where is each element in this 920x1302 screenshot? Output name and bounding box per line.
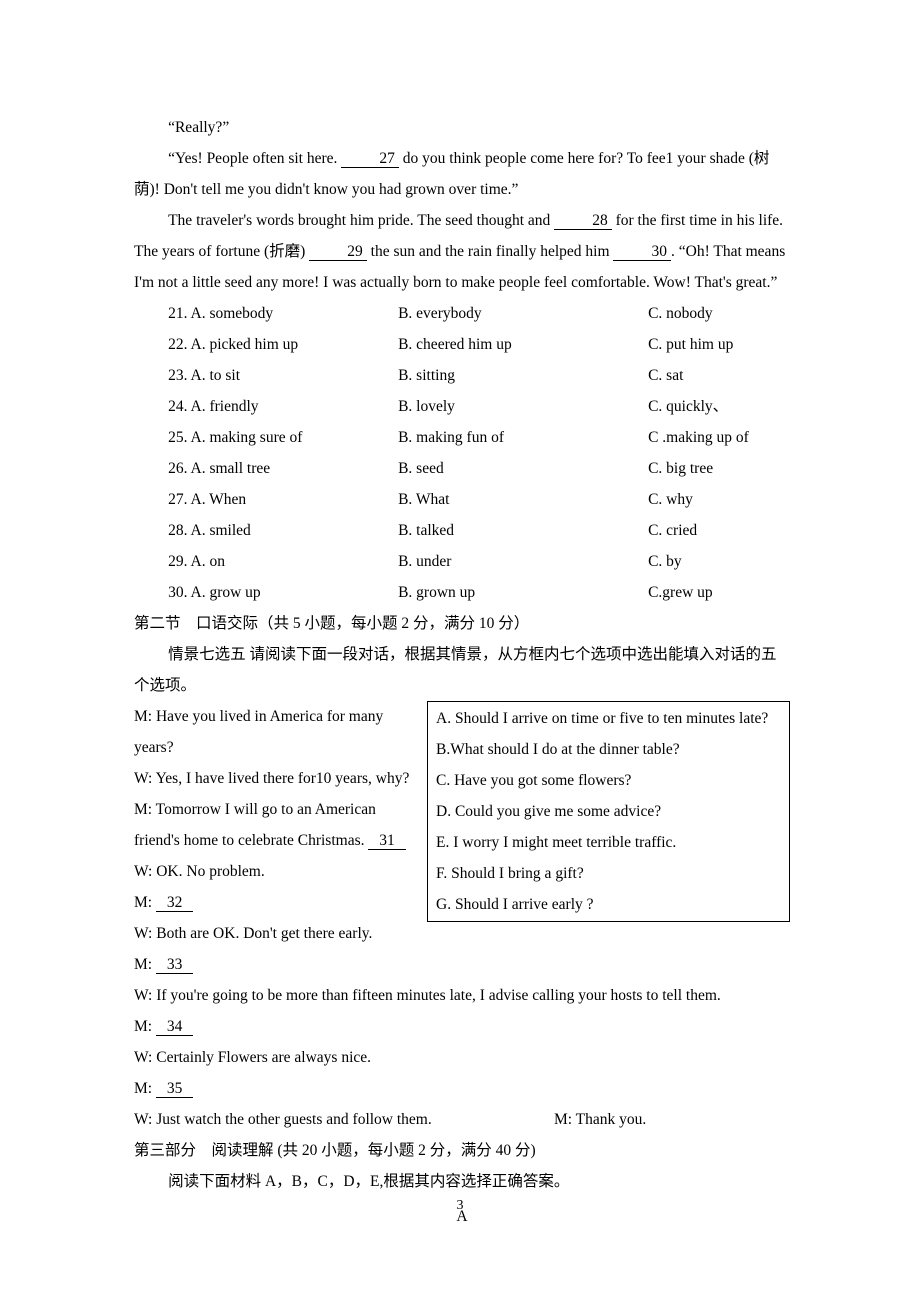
choice-b: B. everybody [398, 298, 648, 329]
option-e: E. I worry I might meet terrible traffic… [436, 827, 783, 858]
choice-c: C. nobody [648, 298, 790, 329]
option-d: D. Could you give me some advice? [436, 796, 783, 827]
option-box: A. Should I arrive on time or five to te… [427, 701, 790, 922]
choice-b: B. talked [398, 515, 648, 546]
choice-c: C. by [648, 546, 790, 577]
text: “Yes! People often sit here. [168, 150, 341, 167]
dialog-line: M: Have you lived in America for many ye… [134, 701, 415, 763]
choice-row: 28. A. smiledB. talkedC. cried [168, 515, 790, 546]
blank-35: 35 [156, 1080, 193, 1098]
passage-p3: The traveler's words brought him pride. … [134, 205, 790, 298]
dialog-line: W: If you're going to be more than fifte… [134, 980, 790, 1011]
blank-32: 32 [156, 894, 193, 912]
choice-row: 25. A. making sure ofB. making fun ofC .… [168, 422, 790, 453]
option-b: B.What should I do at the dinner table? [436, 734, 783, 765]
blank-30: 30 [613, 243, 671, 261]
dialog-line: W: Certainly Flowers are always nice. [134, 1042, 790, 1073]
choice-a: 29. A. on [168, 546, 398, 577]
choice-a: 28. A. smiled [168, 515, 398, 546]
text: the sun and the rain finally helped him [367, 243, 614, 260]
choice-b: B. under [398, 546, 648, 577]
choice-c: C.grew up [648, 577, 790, 608]
choice-a: 22. A. picked him up [168, 329, 398, 360]
dialog-left: M: Have you lived in America for many ye… [134, 701, 421, 980]
choice-row: 21. A. somebodyB. everybodyC. nobody [168, 298, 790, 329]
choice-row: 30. A. grow upB. grown upC.grew up [168, 577, 790, 608]
option-a: A. Should I arrive on time or five to te… [436, 703, 783, 734]
blank-29: 29 [309, 243, 367, 261]
choice-a: 21. A. somebody [168, 298, 398, 329]
choice-c: C. why [648, 484, 790, 515]
dialog-line: W: Just watch the other guests and follo… [134, 1104, 790, 1135]
choice-b: B. cheered him up [398, 329, 648, 360]
choice-c: C. quickly、 [648, 391, 790, 422]
choice-a: 27. A. When [168, 484, 398, 515]
choice-b: B. grown up [398, 577, 648, 608]
blank-27: 27 [341, 150, 399, 168]
blank-28: 28 [554, 212, 612, 230]
option-g: G. Should I arrive early ? [436, 889, 783, 920]
choice-b: B. sitting [398, 360, 648, 391]
choice-grid: 21. A. somebodyB. everybodyC. nobody 22.… [168, 298, 790, 608]
choice-b: B. making fun of [398, 422, 648, 453]
choice-a: 25. A. making sure of [168, 422, 398, 453]
choice-c: C. sat [648, 360, 790, 391]
option-c: C. Have you got some flowers? [436, 765, 783, 796]
choice-row: 29. A. onB. underC. by [168, 546, 790, 577]
choice-row: 23. A. to sitB. sittingC. sat [168, 360, 790, 391]
section2-title: 第二节 口语交际（共 5 小题，每小题 2 分，满分 10 分） [134, 608, 790, 639]
dialog-wrap: M: Have you lived in America for many ye… [134, 701, 790, 980]
page-container: “Really?” “Yes! People often sit here. 2… [0, 0, 920, 1232]
passage-p2: “Yes! People often sit here. 27 do you t… [134, 143, 790, 205]
dialog-line: W: Yes, I have lived there for10 years, … [134, 763, 415, 794]
passage-p1: “Really?” [134, 112, 790, 143]
text: The traveler's words brought him pride. … [168, 212, 554, 229]
dialog-line: M: 34 [134, 1011, 790, 1042]
choice-b: B. lovely [398, 391, 648, 422]
choice-a: 26. A. small tree [168, 453, 398, 484]
dialog-line: W: OK. No problem. [134, 856, 415, 887]
choice-b: B. seed [398, 453, 648, 484]
dialog-line: W: Both are OK. Don't get there early. [134, 918, 415, 949]
dialog-line: M: Tomorrow I will go to an American fri… [134, 794, 415, 856]
dialog-line: M: 32 [134, 887, 415, 918]
choice-row: 24. A. friendlyB. lovelyC. quickly、 [168, 391, 790, 422]
blank-33: 33 [156, 956, 193, 974]
choice-b: B. What [398, 484, 648, 515]
choice-c: C. cried [648, 515, 790, 546]
choice-c: C. big tree [648, 453, 790, 484]
blank-34: 34 [156, 1018, 193, 1036]
page-number: 3 [0, 1192, 920, 1220]
section3-title: 第三部分 阅读理解 (共 20 小题，每小题 2 分，满分 40 分) [134, 1135, 790, 1166]
choice-row: 27. A. WhenB. WhatC. why [168, 484, 790, 515]
blank-31: 31 [368, 832, 405, 850]
dialog-line: M: 33 [134, 949, 415, 980]
choice-c: C .making up of [648, 422, 790, 453]
choice-a: 24. A. friendly [168, 391, 398, 422]
dialog-line: M: 35 [134, 1073, 790, 1104]
option-f: F. Should I bring a gift? [436, 858, 783, 889]
choice-row: 22. A. picked him upB. cheered him upC. … [168, 329, 790, 360]
choice-c: C. put him up [648, 329, 790, 360]
choice-a: 30. A. grow up [168, 577, 398, 608]
choice-row: 26. A. small treeB. seedC. big tree [168, 453, 790, 484]
choice-a: 23. A. to sit [168, 360, 398, 391]
section2-instr: 情景七选五 请阅读下面一段对话，根据其情景，从方框内七个选项中选出能填入对话的五… [134, 639, 790, 701]
